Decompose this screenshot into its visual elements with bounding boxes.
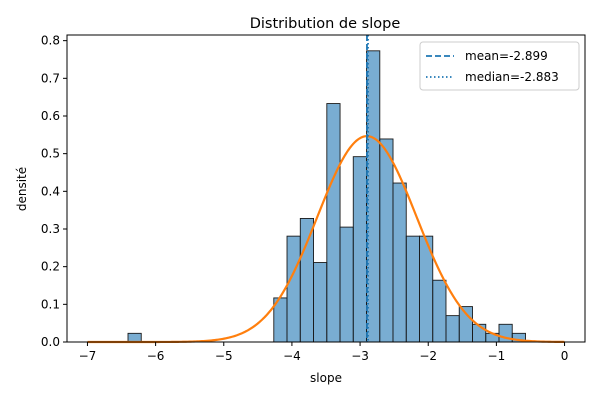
y-tick-label: 0.0: [41, 335, 60, 349]
x-axis-label: slope: [310, 371, 342, 385]
histogram-bar-6: [326, 103, 341, 343]
y-tick-label: 0.8: [41, 34, 60, 48]
y-tick-label: 0.3: [41, 222, 60, 236]
histogram-bar-11: [392, 182, 407, 343]
x-tick-label: −2: [419, 349, 437, 363]
histogram-bar-8: [352, 156, 367, 343]
histogram-bar-3: [286, 235, 301, 343]
x-axis-ticks: −7 −6 −5 −4 −3 −2 −1 0: [79, 342, 569, 363]
y-axis-ticks: 0.0 0.1 0.2 0.3 0.4 0.5 0.6 0.7 0.8: [41, 34, 67, 349]
y-tick-label: 0.1: [41, 297, 60, 311]
histogram-bar-4: [299, 217, 314, 343]
legend-box: [419, 41, 580, 91]
x-tick-label: −5: [215, 349, 233, 363]
x-tick-label: 0: [561, 349, 569, 363]
legend: mean=-2.899 median=-2.883: [419, 41, 580, 91]
x-tick-label: −1: [488, 349, 506, 363]
histogram-bars: [127, 50, 526, 343]
y-tick-label: 0.5: [41, 147, 60, 161]
x-tick-label: −7: [79, 349, 97, 363]
histogram-bar-14: [432, 279, 447, 343]
plot-area-frame: [66, 34, 586, 343]
y-tick-label: 0.4: [41, 184, 60, 198]
x-tick-label: −6: [147, 349, 165, 363]
legend-mean-label: mean=-2.899: [465, 49, 548, 63]
histogram-bar-1: [127, 332, 142, 343]
chart-title: Distribution de slope: [250, 16, 401, 32]
y-tick-label: 0.2: [41, 260, 60, 274]
histogram-bar-5: [313, 262, 328, 343]
x-tick-label: −4: [283, 349, 301, 363]
y-axis-label: densité: [15, 167, 29, 211]
y-tick-label: 0.6: [41, 109, 60, 123]
histogram-bar-7: [339, 226, 354, 343]
histogram-bar-12: [405, 235, 420, 343]
histogram-bar-15: [445, 315, 460, 343]
histogram-bar-10: [379, 138, 394, 343]
legend-median-label: median=-2.883: [465, 70, 559, 84]
x-tick-label: −3: [351, 349, 369, 363]
y-tick-label: 0.7: [41, 71, 60, 85]
